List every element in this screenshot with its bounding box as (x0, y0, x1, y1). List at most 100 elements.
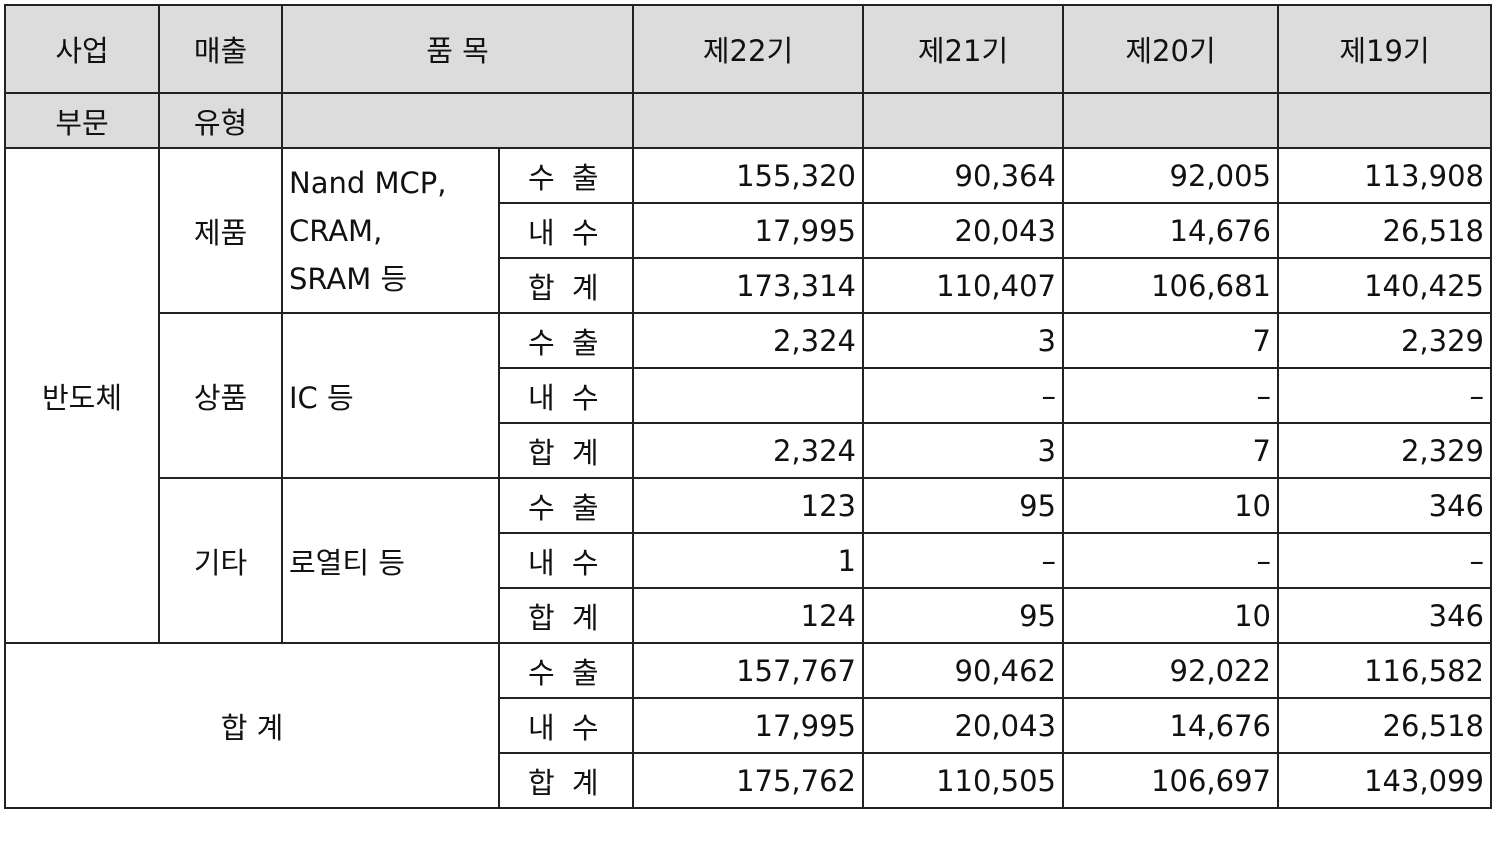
sales-table: 사업 매출 품 목 제22기 제21기 제20기 제19기 부문 유형 반도체 … (4, 4, 1492, 809)
header-blank (281, 92, 634, 149)
value-cell: 110,407 (862, 257, 1064, 314)
value-cell: 106,681 (1062, 257, 1279, 314)
value-cell: – (1062, 532, 1279, 589)
kind-cell: 합 계 (498, 257, 634, 314)
value-cell: 17,995 (632, 202, 864, 259)
header-row-2: 부문 유형 (4, 92, 1492, 149)
value-cell: – (1277, 367, 1492, 424)
header-period-19: 제19기 (1277, 4, 1492, 94)
value-cell: 2,329 (1277, 422, 1492, 479)
value-cell: 7 (1062, 312, 1279, 369)
value-cell: 116,582 (1277, 642, 1492, 699)
sales-type-cell: 제품 (158, 147, 283, 314)
header-sales: 매출 (158, 4, 283, 94)
table-row: 합 계 124 95 10 346 (5, 587, 1492, 644)
value-cell: 173,314 (632, 257, 864, 314)
value-cell: 113,908 (1277, 147, 1492, 204)
sales-type-cell: 상품 (158, 312, 283, 479)
header-period-21: 제21기 (862, 4, 1064, 94)
table-row: 내 수 – – – (5, 367, 1492, 424)
value-cell: 14,676 (1062, 202, 1279, 259)
value-cell: 14,676 (1062, 697, 1279, 754)
value-cell: 2,324 (632, 312, 864, 369)
kind-cell: 수 출 (498, 477, 634, 534)
value-cell: 3 (862, 312, 1064, 369)
value-cell: 3 (862, 422, 1064, 479)
kind-cell: 수 출 (498, 312, 634, 369)
value-cell: 26,518 (1277, 202, 1492, 259)
header-row-1: 사업 매출 품 목 제22기 제21기 제20기 제19기 (4, 4, 1492, 94)
header-blank (632, 92, 864, 149)
table-row: 합 계 175,762 110,505 106,697 143,099 (5, 752, 1492, 809)
value-cell: 346 (1277, 587, 1492, 644)
value-cell: – (1277, 532, 1492, 589)
value-cell: 346 (1277, 477, 1492, 534)
header-sales-type: 유형 (158, 92, 283, 149)
header-blank (862, 92, 1064, 149)
value-cell: 95 (862, 477, 1064, 534)
kind-cell: 수 출 (498, 147, 634, 204)
kind-cell: 합 계 (498, 422, 634, 479)
value-cell: 17,995 (632, 697, 864, 754)
table-row: 내 수 17,995 20,043 14,676 26,518 (5, 202, 1492, 259)
item-cell: Nand MCP, CRAM, SRAM 등 (281, 147, 500, 314)
table-row: 반도체 제품 Nand MCP, CRAM, SRAM 등 수 출 155,32… (4, 147, 1492, 644)
value-cell: 2,329 (1277, 312, 1492, 369)
item-line: Nand MCP, (289, 165, 447, 200)
kind-cell: 내 수 (498, 202, 634, 259)
header-blank (1062, 92, 1279, 149)
header-blank (1277, 92, 1492, 149)
sales-type-cell: 기타 (158, 477, 283, 644)
value-cell: 110,505 (862, 752, 1064, 809)
value-cell: 157,767 (632, 642, 864, 699)
value-cell: 92,022 (1062, 642, 1279, 699)
item-cell: IC 등 (281, 312, 500, 479)
total-label-cell: 합 계 (4, 642, 500, 809)
header-division: 부문 (4, 92, 160, 149)
table-row: 합 계 2,324 3 7 2,329 (5, 422, 1492, 479)
kind-cell: 내 수 (498, 367, 634, 424)
header-item: 품 목 (281, 4, 634, 94)
value-cell: 155,320 (632, 147, 864, 204)
table-row: 내 수 17,995 20,043 14,676 26,518 (5, 697, 1492, 754)
value-cell: 1 (632, 532, 864, 589)
kind-cell: 합 계 (498, 752, 634, 809)
item-cell: 로열티 등 (281, 477, 500, 644)
item-line: CRAM, (289, 213, 383, 248)
value-cell: 7 (1062, 422, 1279, 479)
value-cell: 95 (862, 587, 1064, 644)
table-row: 내 수 1 – – – (5, 532, 1492, 589)
value-cell: 143,099 (1277, 752, 1492, 809)
header-business: 사업 (4, 4, 160, 94)
value-cell: – (862, 367, 1064, 424)
segment-cell: 반도체 (4, 147, 160, 644)
value-cell: 10 (1062, 587, 1279, 644)
value-cell: 20,043 (862, 697, 1064, 754)
value-cell: 175,762 (632, 752, 864, 809)
value-cell: 90,364 (862, 147, 1064, 204)
header-period-20: 제20기 (1062, 4, 1279, 94)
value-cell: 124 (632, 587, 864, 644)
value-cell: – (1062, 367, 1279, 424)
table-row: 합 계 수 출 157,767 90,462 92,022 116,582 (4, 642, 1492, 809)
table-row: 상품 IC 등 수 출 2,324 3 7 2,329 (5, 312, 1492, 479)
value-cell: 20,043 (862, 202, 1064, 259)
kind-cell: 수 출 (498, 642, 634, 699)
table-row: 기타 로열티 등 수 출 123 95 10 346 (5, 477, 1492, 644)
table-row: 합 계 173,314 110,407 106,681 140,425 (5, 257, 1492, 314)
value-cell: 2,324 (632, 422, 864, 479)
value-cell: 123 (632, 477, 864, 534)
header-period-22: 제22기 (632, 4, 864, 94)
value-cell: 10 (1062, 477, 1279, 534)
value-cell: 140,425 (1277, 257, 1492, 314)
value-cell: – (862, 532, 1064, 589)
item-line: SRAM 등 (289, 261, 408, 296)
value-cell: 92,005 (1062, 147, 1279, 204)
kind-cell: 내 수 (498, 532, 634, 589)
kind-cell: 합 계 (498, 587, 634, 644)
value-cell (632, 367, 864, 424)
kind-cell: 내 수 (498, 697, 634, 754)
value-cell: 90,462 (862, 642, 1064, 699)
value-cell: 26,518 (1277, 697, 1492, 754)
value-cell: 106,697 (1062, 752, 1279, 809)
